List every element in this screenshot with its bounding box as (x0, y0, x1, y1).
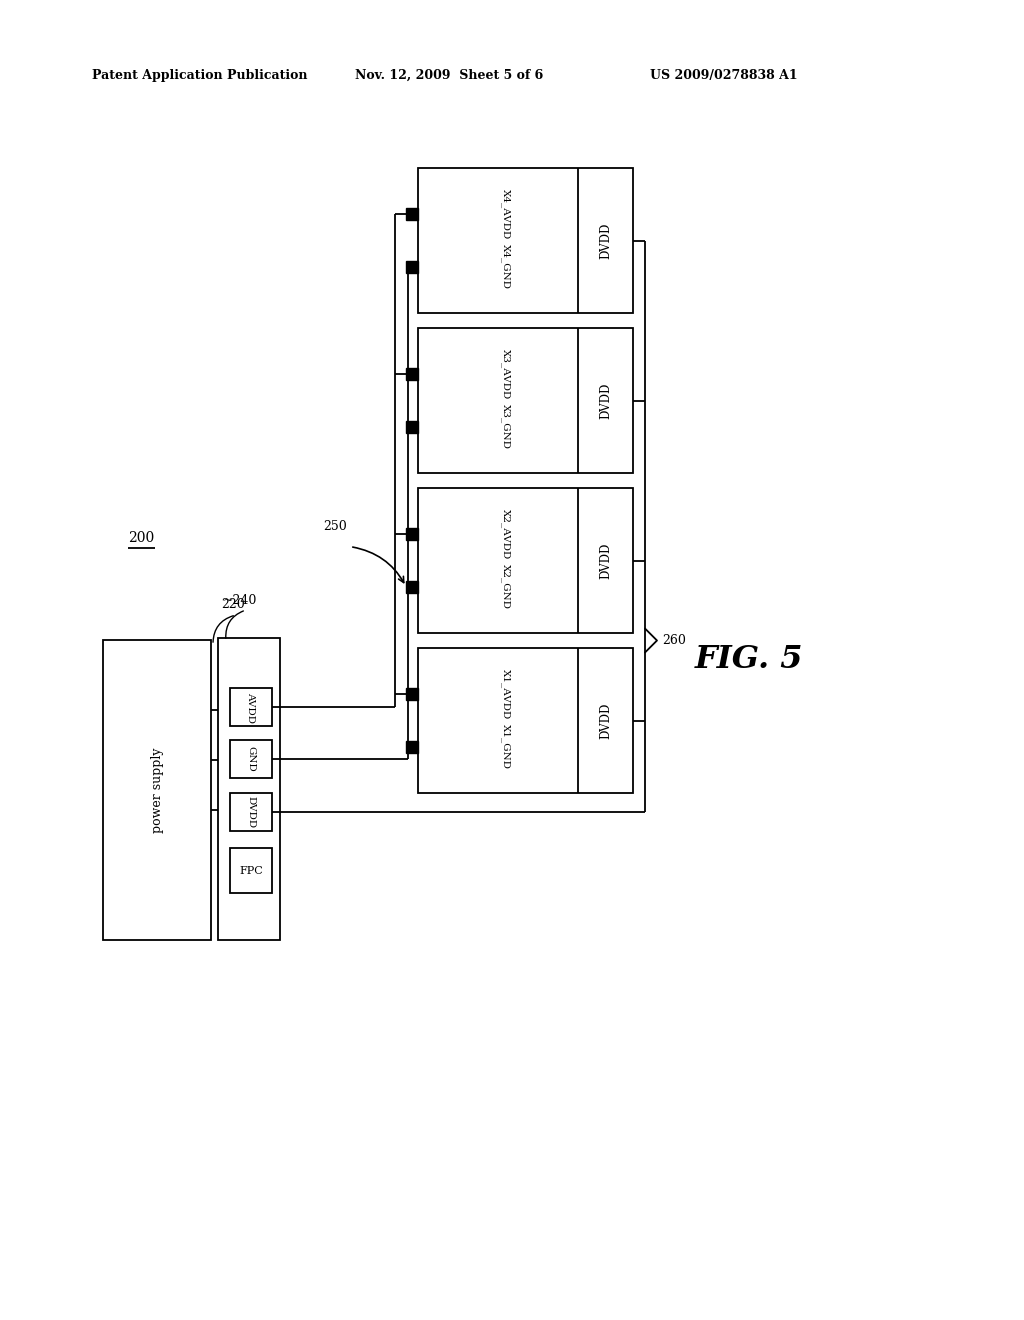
Text: X1_AVDD: X1_AVDD (501, 669, 511, 719)
Bar (218, 638, 280, 940)
Text: DVDD: DVDD (599, 383, 612, 418)
Text: X4_AVDD: X4_AVDD (501, 189, 511, 239)
Text: DVDD: DVDD (599, 702, 612, 739)
Bar (406, 421, 418, 433)
Text: 260: 260 (662, 634, 686, 647)
Bar (418, 648, 633, 793)
Text: 200: 200 (128, 531, 155, 545)
Text: 220: 220 (221, 598, 245, 611)
Bar (103, 640, 211, 940)
Text: X4_GND: X4_GND (501, 244, 511, 289)
Text: FIG. 5: FIG. 5 (695, 644, 804, 676)
Text: X3_AVDD: X3_AVDD (501, 350, 511, 400)
Bar (406, 689, 418, 701)
Text: X2_GND: X2_GND (501, 564, 511, 609)
Text: DVDD: DVDD (599, 543, 612, 578)
Text: X2_AVDD: X2_AVDD (501, 510, 511, 560)
Text: ~240: ~240 (223, 594, 257, 606)
Bar (230, 793, 272, 832)
Bar (230, 741, 272, 777)
Bar (406, 209, 418, 220)
Text: GND: GND (247, 746, 256, 772)
Bar (230, 847, 272, 894)
Bar (418, 488, 633, 634)
Bar (230, 688, 272, 726)
Bar (406, 528, 418, 540)
Text: 250: 250 (324, 520, 347, 533)
Bar (418, 327, 633, 473)
Text: power supply: power supply (151, 747, 164, 833)
Text: X1_GND: X1_GND (501, 725, 511, 770)
Bar (406, 260, 418, 273)
Text: Patent Application Publication: Patent Application Publication (92, 69, 307, 82)
Bar (406, 368, 418, 380)
Text: FPC: FPC (240, 866, 263, 875)
Bar (418, 168, 633, 313)
Text: AVDD: AVDD (247, 692, 256, 722)
Bar (406, 741, 418, 752)
Text: DVDD: DVDD (247, 796, 256, 828)
Text: DVDD: DVDD (599, 222, 612, 259)
Bar (406, 581, 418, 593)
Text: Nov. 12, 2009  Sheet 5 of 6: Nov. 12, 2009 Sheet 5 of 6 (355, 69, 544, 82)
Text: X3_GND: X3_GND (501, 404, 511, 449)
Text: US 2009/0278838 A1: US 2009/0278838 A1 (650, 69, 798, 82)
